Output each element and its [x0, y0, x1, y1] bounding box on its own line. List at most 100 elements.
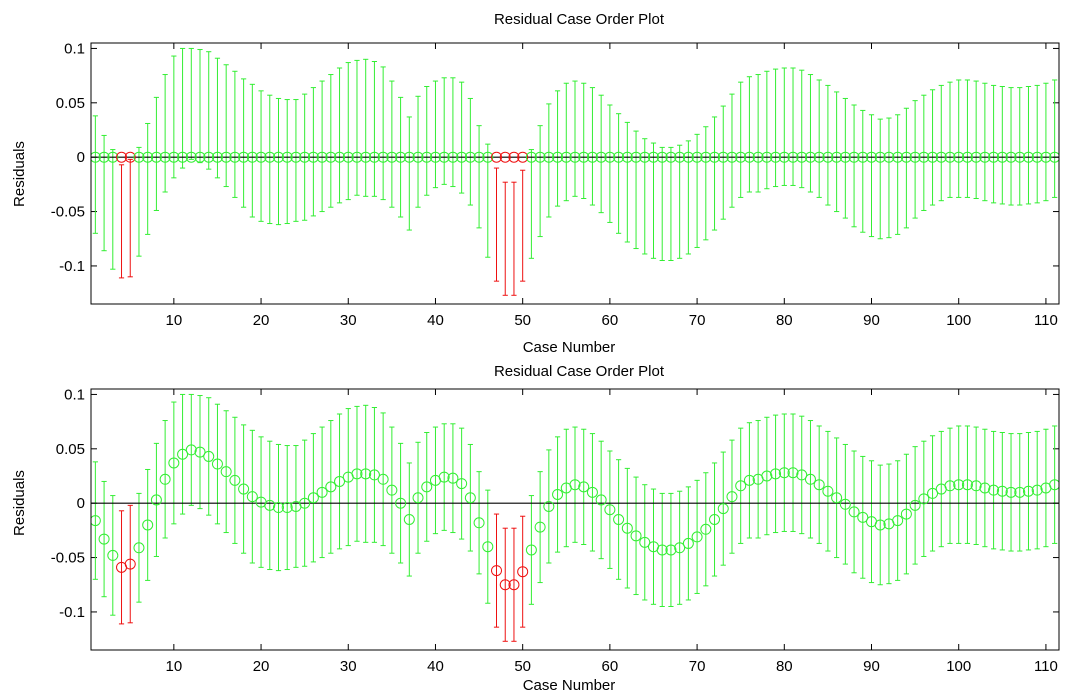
errorbar — [755, 420, 761, 539]
residual-point — [168, 151, 180, 163]
errorbar — [206, 397, 212, 516]
residual-point — [412, 492, 424, 504]
residual-point — [900, 151, 912, 163]
errorbar — [319, 426, 325, 559]
residual-point — [935, 151, 947, 163]
residual-point — [770, 151, 782, 163]
residual-point — [970, 480, 982, 492]
residual-point — [194, 446, 206, 458]
residual-point — [883, 151, 895, 163]
residual-point — [848, 506, 860, 518]
residual-point — [848, 151, 860, 163]
errorbar — [328, 74, 334, 208]
errorbar — [345, 408, 351, 547]
residual-point — [709, 514, 721, 525]
errorbar — [110, 149, 116, 270]
errorbar — [956, 79, 962, 198]
residual-point — [377, 151, 389, 163]
residual-point — [229, 474, 241, 486]
residual-point — [316, 151, 328, 163]
errorbar — [1025, 432, 1032, 551]
errorbar — [642, 138, 648, 255]
residual-point — [543, 151, 555, 163]
residual-point — [674, 151, 686, 163]
residual-point — [464, 492, 476, 504]
residual-point — [717, 151, 729, 163]
outlier-point — [517, 151, 529, 163]
errorbar — [729, 93, 735, 208]
residual-point — [961, 479, 973, 491]
errorbar — [284, 445, 290, 571]
residual-point — [647, 151, 659, 163]
errorbar — [982, 82, 988, 202]
residual-point — [395, 497, 407, 509]
errorbar — [476, 125, 482, 229]
outlier-point — [491, 151, 503, 163]
residual-point — [334, 475, 346, 487]
residual-point — [368, 151, 380, 163]
residual-point — [892, 151, 904, 163]
residual-point — [325, 481, 337, 493]
outlier-errorbar — [511, 181, 517, 296]
x-tick-label: 70 — [689, 312, 706, 329]
errorbar — [781, 413, 787, 532]
errorbar — [982, 428, 988, 548]
residual-point — [412, 151, 424, 163]
residual-point — [264, 499, 276, 511]
errorbar — [415, 441, 421, 554]
residual-point — [220, 151, 232, 163]
residual-point — [665, 151, 677, 163]
residual-point — [342, 151, 354, 163]
errorbar — [336, 67, 343, 204]
residual-point — [813, 479, 825, 491]
errorbar — [389, 426, 395, 554]
errorbar — [1034, 84, 1040, 204]
plot-marks-top — [91, 47, 1059, 296]
residual-point — [979, 482, 991, 494]
residual-point — [996, 485, 1008, 497]
outlier-point — [499, 151, 511, 163]
errorbar — [467, 443, 473, 552]
x-tick-label: 30 — [340, 658, 357, 675]
errorbar — [851, 450, 857, 574]
errorbar — [1017, 433, 1023, 552]
errorbar — [624, 467, 630, 589]
residual-point — [988, 484, 1000, 496]
errorbar — [563, 428, 569, 548]
errorbar — [816, 79, 822, 198]
errorbar — [249, 429, 255, 564]
errorbar — [354, 59, 360, 196]
outlier-errorbar — [520, 169, 526, 282]
residual-point — [395, 151, 407, 163]
residual-point — [272, 151, 284, 163]
residual-point — [918, 151, 930, 163]
residual-point — [351, 468, 363, 480]
residual-point — [299, 497, 311, 509]
errorbar — [153, 442, 160, 557]
residual-point — [98, 533, 110, 545]
residual-point — [787, 467, 799, 479]
errorbar — [249, 83, 255, 218]
residual-point — [630, 530, 642, 542]
residual-point — [900, 508, 912, 520]
residual-point — [621, 151, 633, 163]
residual-point — [804, 151, 816, 163]
errorbar — [921, 440, 927, 557]
errorbar — [153, 96, 160, 211]
residual-point — [299, 151, 311, 163]
residual-point — [691, 531, 703, 543]
residual-point — [752, 151, 764, 163]
errorbar — [485, 489, 491, 604]
residual-point — [211, 151, 223, 163]
errorbar — [807, 420, 814, 539]
residual-point — [735, 151, 747, 163]
x-tick-label: 100 — [946, 312, 971, 329]
errorbar — [903, 453, 909, 575]
residual-point — [822, 151, 834, 163]
errorbar — [328, 420, 334, 554]
residual-point — [386, 151, 398, 163]
errorbar — [275, 97, 282, 226]
outlier-errorbar — [118, 510, 125, 625]
errorbar — [179, 47, 186, 169]
x-tick-label: 90 — [863, 312, 880, 329]
